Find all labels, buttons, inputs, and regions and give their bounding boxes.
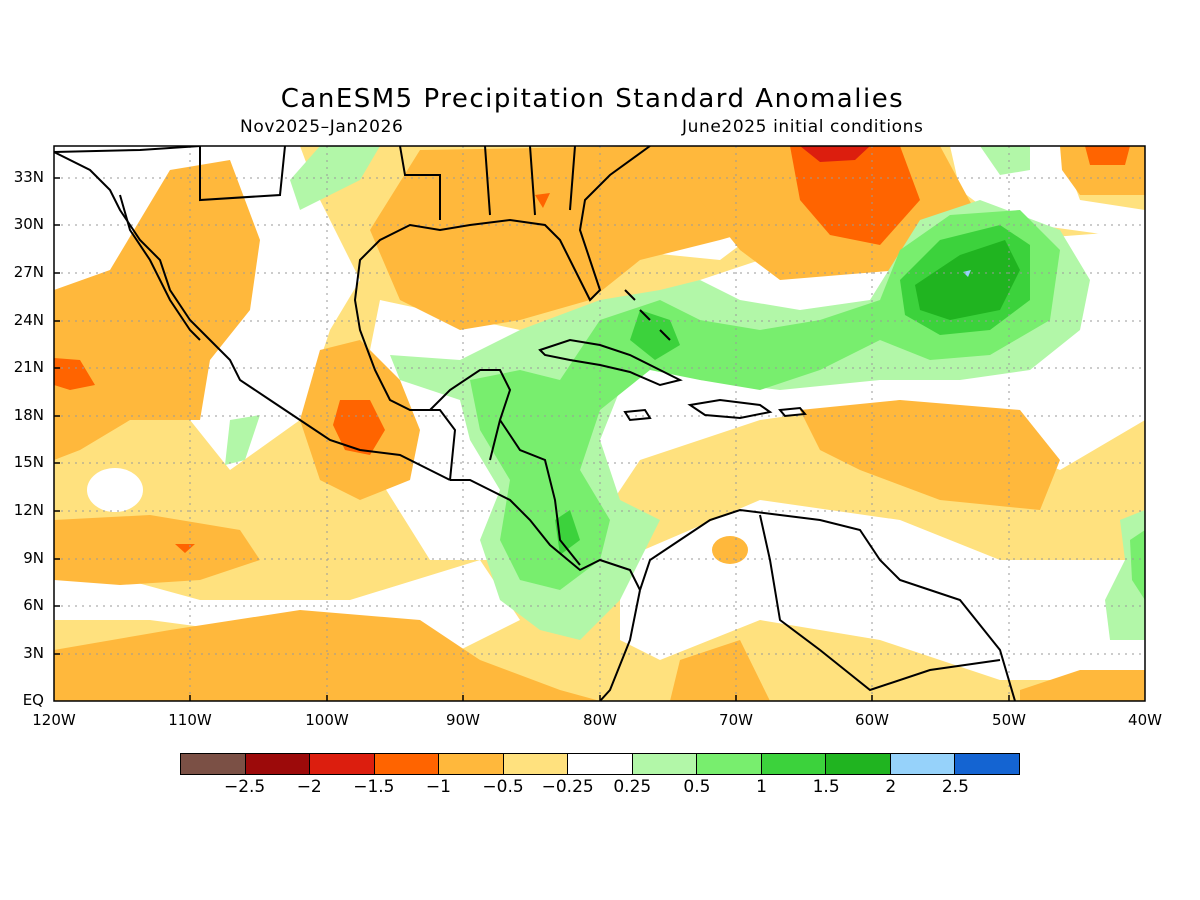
legend-label: −1 (425, 777, 451, 797)
lat-label-18n: 18N (13, 406, 44, 424)
lat-label-24n: 24N (13, 311, 44, 329)
lat-label-6n: 6N (23, 596, 44, 614)
legend-swatch-3 (310, 754, 375, 774)
lon-label-80w: 80W (583, 711, 617, 729)
lat-label-30n: 30N (13, 215, 44, 233)
forecast-period: Nov2025–Jan2026 (240, 117, 404, 137)
legend-label: −0.25 (541, 777, 594, 797)
lat-label-21n: 21N (13, 358, 44, 376)
legend-swatch-5 (439, 754, 504, 774)
legend-label: 2 (885, 777, 897, 797)
lon-label-70w: 70W (719, 711, 753, 729)
legend-label: 1.5 (812, 777, 840, 797)
lat-label-9n: 9N (23, 549, 44, 567)
legend-label: 1 (756, 777, 767, 797)
lon-label-110w: 110W (168, 711, 212, 729)
lat-label-27n: 27N (13, 263, 44, 281)
legend-label: −1.5 (353, 777, 395, 797)
color-legend (180, 753, 1020, 775)
initial-conditions: June2025 initial conditions (682, 117, 924, 137)
lon-label-100w: 100W (305, 711, 349, 729)
lon-label-90w: 90W (446, 711, 480, 729)
legend-label: 0.5 (683, 777, 711, 797)
lat-label-eq: EQ (22, 691, 44, 709)
lat-label-33n: 33N (13, 168, 44, 186)
legend-label: −0.5 (482, 777, 524, 797)
legend-swatch-12 (890, 754, 956, 774)
legend-swatch-9 (697, 754, 762, 774)
legend-swatch-8 (632, 754, 698, 774)
legend-label: −2 (296, 777, 322, 797)
legend-swatch-6 (503, 754, 569, 774)
legend-swatch-2 (245, 754, 311, 774)
legend-swatch-1 (181, 754, 246, 774)
anomaly-field (54, 146, 1145, 701)
legend-label: 2.5 (941, 777, 969, 797)
legend-swatch-4 (374, 754, 440, 774)
lon-label-60w: 60W (855, 711, 889, 729)
lat-label-12n: 12N (13, 501, 44, 519)
coastlines (54, 146, 1016, 701)
graticule (54, 146, 1145, 701)
legend-label: −2.5 (223, 777, 266, 797)
legend-swatch-11 (826, 754, 891, 774)
lon-label-40w: 40W (1128, 711, 1162, 729)
legend-swatch-13 (955, 754, 1019, 774)
lat-label-3n: 3N (23, 644, 44, 662)
lat-label-15n: 15N (13, 453, 44, 471)
legend-swatch-10 (761, 754, 827, 774)
map-title: CanESM5 Precipitation Standard Anomalies (280, 84, 905, 114)
legend-label: 0.25 (613, 777, 652, 797)
lon-label-50w: 50W (992, 711, 1026, 729)
lon-label-120w: 120W (32, 711, 76, 729)
legend-swatch-7 (568, 754, 633, 774)
